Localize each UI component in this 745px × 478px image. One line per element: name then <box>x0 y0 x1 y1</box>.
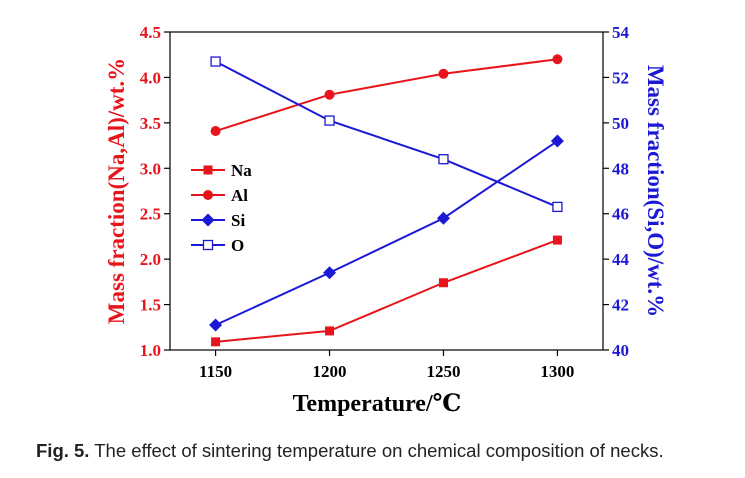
series-line-o <box>215 60 558 208</box>
y-left-tick-label: 1.0 <box>140 341 161 360</box>
legend-label-na: Na <box>231 161 252 180</box>
x-axis-label: Temperature/℃ <box>293 391 462 417</box>
y-left-tick-label: 2.5 <box>140 205 161 224</box>
y-right-tick-label: 50 <box>612 114 629 133</box>
legend-marker-o <box>202 239 214 251</box>
legend-label-o: O <box>231 236 244 255</box>
figure-caption: Fig. 5. The effect of sintering temperat… <box>36 440 736 462</box>
data-point-o <box>210 56 221 67</box>
data-point-si <box>209 318 223 332</box>
y-right-tick-label: 54 <box>612 23 630 42</box>
data-point-na <box>211 337 221 347</box>
data-point-si <box>550 134 564 148</box>
y-left-tick-label: 1.5 <box>140 296 161 315</box>
y-left-tick-label: 4.0 <box>140 68 161 87</box>
x-tick-label: 1200 <box>313 362 347 381</box>
data-point-si <box>436 211 450 225</box>
x-tick-label: 1300 <box>540 362 574 381</box>
y-left-tick-label: 2.0 <box>140 250 161 269</box>
data-point-o <box>552 201 563 213</box>
y-right-tick-label: 46 <box>612 205 629 224</box>
legend-marker-na <box>203 165 213 175</box>
legend-label-al: Al <box>231 186 248 205</box>
data-point-o <box>324 115 335 126</box>
y-left-tick-label: 3.5 <box>140 114 161 133</box>
y-right-tick-label: 52 <box>612 68 629 87</box>
y-left-tick-label: 3.0 <box>140 159 161 178</box>
y-right-tick-label: 44 <box>612 250 630 269</box>
chart-axes: 1150 1200 1250 1300 1.0 1.5 2.0 2.5 3.0 3.5 4.0 4.5… <box>140 23 630 381</box>
data-point-al <box>438 68 449 79</box>
plot-frame <box>169 31 604 351</box>
data-point-al <box>210 126 221 137</box>
legend-marker-al <box>203 190 213 200</box>
caption-text: The effect of sintering temperature on c… <box>89 440 664 461</box>
series-line-al <box>215 58 558 132</box>
x-tick-label: 1250 <box>426 362 460 381</box>
legend: Na Al Si O <box>191 161 252 255</box>
y-left-tick-label: 4.5 <box>140 23 161 42</box>
y-right-tick-label: 48 <box>612 159 629 178</box>
data-point-na <box>325 326 335 336</box>
chart-marks <box>209 54 564 347</box>
y-left-axis-label: Mass fraction(Na,Al)/wt.% <box>104 58 129 324</box>
x-tick-label: 1150 <box>199 362 232 381</box>
y-right-tick-label: 40 <box>612 341 629 360</box>
data-point-o <box>438 154 449 165</box>
series-line-na <box>215 239 558 343</box>
data-point-si <box>323 266 337 280</box>
y-right-tick-label: 42 <box>612 296 629 315</box>
legend-marker-si <box>201 213 215 227</box>
series-line-si <box>215 140 558 326</box>
data-point-na <box>552 235 562 245</box>
data-point-al <box>552 54 563 65</box>
legend-label-si: Si <box>231 211 245 230</box>
data-point-al <box>324 89 335 100</box>
caption-label: Fig. 5. <box>36 440 90 461</box>
y-right-axis-label: Mass fraction(Si,O)/wt.% <box>643 65 668 317</box>
data-point-na <box>438 278 448 288</box>
